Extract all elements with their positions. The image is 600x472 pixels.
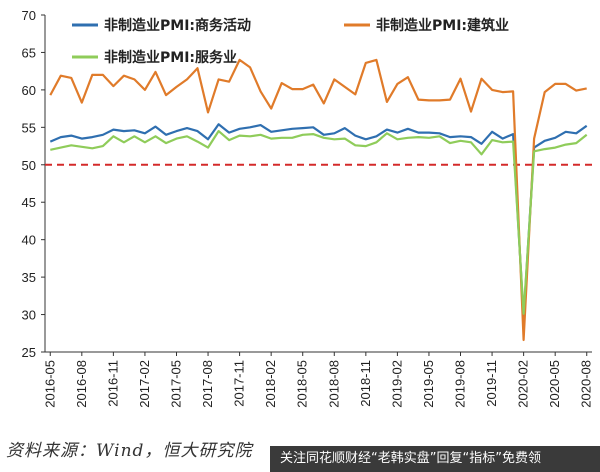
x-tick-label: 2020-08 [579,360,594,408]
promo-banner[interactable]: 关注同花顺财经“老韩实盘”回复“指标”免费领 [270,446,600,472]
x-tick-label: 2019-11 [484,360,499,407]
x-tick-label: 2017-08 [200,360,215,408]
series-line-2 [50,130,588,315]
series-group [49,58,588,342]
y-tick-label: 40 [22,233,36,248]
y-tick-label: 70 [22,8,36,23]
x-tick-label: 2017-05 [168,360,183,408]
y-tick-label: 50 [22,158,36,173]
series-line-0 [49,123,588,319]
pmi-line-chart: 25 30 35 40 45 50 55 60 65 70 2016-05 2016-08 2016-1… [22,8,594,408]
x-tick-label: 2019-08 [453,360,468,408]
x-tick-label: 2018-08 [326,360,341,408]
y-tick-label: 65 [22,45,36,60]
y-tick-label: 25 [22,345,36,360]
y-tick-label: 45 [22,195,36,210]
x-tick-label: 2017-02 [137,360,152,408]
legend-label-1: 非制造业PMI:建筑业 [376,17,509,34]
x-tick-label: 2020-02 [516,360,531,408]
y-tick-label: 35 [22,270,36,285]
x-tick-label: 2019-02 [389,360,404,408]
y-tick-label: 30 [22,308,36,323]
x-tick-label: 2020-05 [547,360,562,408]
y-tick-label: 55 [22,120,36,135]
x-tick-label: 2018-05 [295,360,310,408]
x-tick-label: 2019-05 [421,360,436,408]
x-tick-label: 2018-02 [263,360,278,408]
legend-label-2: 非制造业PMI:服务业 [104,49,237,66]
x-tick-label: 2016-08 [74,360,89,408]
chart-axes: 25 30 35 40 45 50 55 60 65 70 2016-05 2016-08 2016-1… [22,8,594,408]
source-note: 资料来源：Wind，恒大研究院 [6,441,253,461]
x-tick-label: 2016-05 [42,360,57,408]
x-tick-label: 2017-11 [232,360,247,407]
legend-label-0: 非制造业PMI:商务活动 [104,17,251,34]
y-tick-label: 60 [22,83,36,98]
x-tick-label: 2016-11 [105,360,120,407]
series-line-1 [49,58,587,342]
x-tick-label: 2018-11 [358,360,373,407]
